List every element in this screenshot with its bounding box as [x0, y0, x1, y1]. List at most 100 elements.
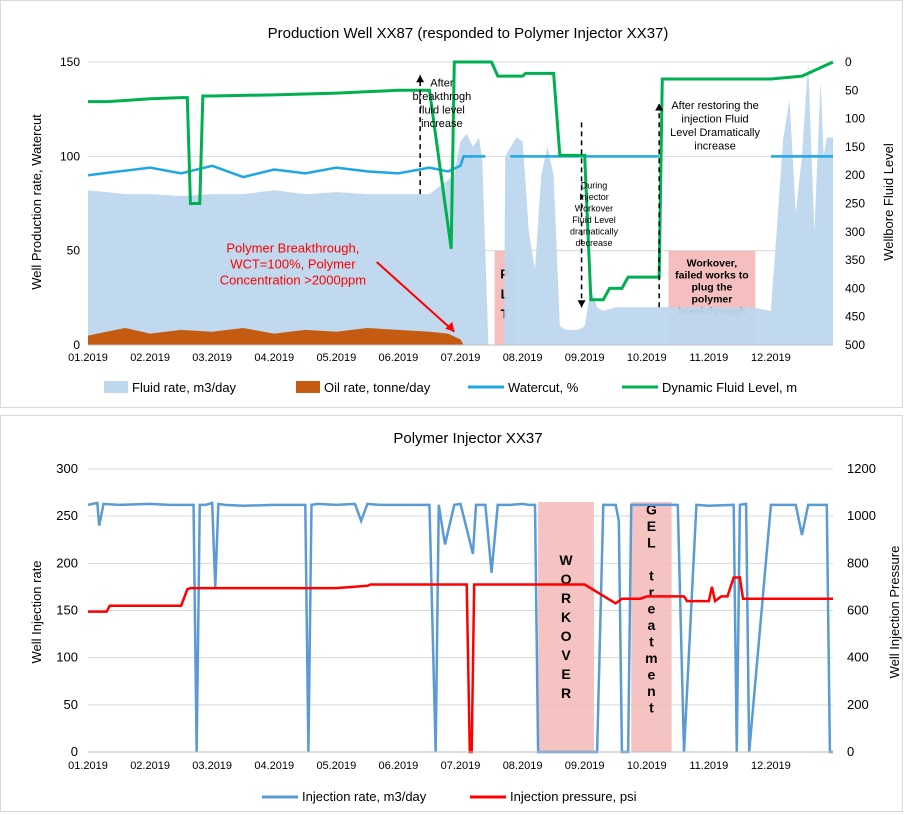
gel-treatment-region-label: G: [646, 501, 657, 517]
injector-legend: Injection rate, m3/day Injection pressure…: [262, 789, 637, 804]
workover-region-label: R: [561, 685, 571, 701]
production-y2-tick-label: 300: [845, 225, 865, 239]
injector-y2-tick-label: 400: [847, 650, 869, 665]
workover-region-label: E: [561, 666, 570, 682]
dynamic-fluid-level-line: [88, 60, 834, 302]
injector-x-tick-label: 06.2019: [379, 760, 419, 772]
injector-series: [87, 501, 833, 754]
production-y2-tick-label: 500: [845, 338, 865, 352]
restore-annotation: injection Fluid: [681, 114, 748, 126]
production-x-tick-label: 11.2019: [689, 352, 728, 364]
injector-y2-tick-label: 600: [847, 603, 869, 618]
injector-x-tick-label: 10.2019: [627, 760, 667, 772]
production-legend-label: Fluid rate, m3/day: [132, 380, 237, 395]
injector-y2-tick-label: 200: [847, 697, 869, 712]
production-x-tick-label: 07.2019: [441, 352, 481, 364]
injector-shaded-region: [631, 502, 672, 752]
gel-treatment-region-label: t: [649, 567, 654, 583]
workover-decrease-annotation: Fluid Level: [572, 215, 616, 225]
production-y-tick-label: 50: [67, 244, 81, 258]
production-x-tick-label: 05.2019: [316, 352, 356, 364]
polymer-breakthrough-annotation: Concentration >2000ppm: [220, 273, 366, 288]
oil-rate-area: [88, 328, 464, 345]
injector-x-tick-label: 02.2019: [130, 760, 170, 772]
injector-x-tick-label: 12.2019: [751, 760, 791, 772]
workover-decrease-annotation: Workover: [575, 203, 613, 213]
production-x-tick-label: 01.2019: [68, 352, 108, 364]
production-series: [87, 60, 834, 345]
injector-y2-tick-label: 800: [847, 555, 869, 570]
production-y2-tick-label: 150: [845, 140, 865, 154]
restore-injection-arrow-head: [655, 103, 664, 111]
gel-treatment-region-label: r: [649, 584, 655, 600]
production-legend: Fluid rate, m3/day Oil rate, tonne/day Wat…: [104, 380, 797, 395]
workover-decrease-annotation: During: [581, 180, 608, 190]
restore-annotation: Level Dramatically: [670, 127, 760, 139]
polymer-breakthrough-annotation: Polymer Breakthrough,: [226, 241, 359, 256]
injector-y2-tick-label: 1200: [847, 461, 876, 476]
injector-legend-label: Injection rate, m3/day: [302, 789, 427, 804]
injector-y-tick-label: 0: [71, 744, 78, 759]
workover-decrease-annotation: Injector: [579, 192, 609, 202]
workover-decrease-annotation: dramatically: [570, 226, 619, 236]
production-chart-title: Production Well XX87 (responded to Polym…: [268, 25, 669, 42]
injector-y2-axis-label: Well Injection Pressure: [887, 546, 902, 679]
restore-annotation: increase: [694, 141, 736, 153]
injector-y-tick-label: 300: [56, 461, 78, 476]
workover-region-label: polymer: [692, 294, 733, 306]
breakthrough-annotation: increase: [421, 118, 463, 130]
gel-treatment-region-label: e: [648, 600, 656, 616]
production-y2-tick-label: 50: [845, 83, 859, 97]
injector-y2-tick-label: 1000: [847, 508, 876, 523]
injection-pressure-line: [88, 576, 833, 754]
bottom-chart-frame: [0, 415, 903, 812]
production-y-tick-label: 150: [60, 55, 80, 69]
production-x-tick-label: 02.2019: [130, 352, 170, 364]
production-legend-label: Dynamic Fluid Level, m: [662, 380, 797, 395]
production-y2-tick-label: 0: [845, 55, 852, 69]
production-y2-tick-label: 450: [845, 310, 865, 324]
breakthrough-annotation: breakthrogh: [413, 91, 472, 103]
injector-y2-tick-label: 0: [847, 744, 854, 759]
production-y2-axis-label: Wellbore Fluid Level: [881, 143, 896, 261]
injector-chart-title: Polymer Injector XX37: [393, 430, 542, 447]
gel-treatment-region-label: a: [648, 617, 656, 633]
injector-axes: 0 50 100 150 200 250 300 0 200 400 600 800 1000 1200 0…: [56, 461, 876, 772]
production-x-tick-label: 04.2019: [254, 352, 294, 364]
injector-x-tick-label: 07.2019: [441, 760, 481, 772]
breakthrough-arrow-head: [416, 75, 425, 83]
production-legend-swatch: [296, 381, 320, 393]
gel-treatment-region-label: E: [647, 518, 656, 534]
production-y2-tick-label: 200: [845, 168, 865, 182]
workover-region-label: V: [561, 647, 571, 663]
injector-x-tick-label: 03.2019: [192, 760, 232, 772]
production-y2-tick-label: 100: [845, 112, 865, 126]
gel-treatment-region-label: n: [647, 683, 656, 699]
injector-y-tick-label: 200: [56, 555, 78, 570]
breakthrough-annotation: After: [430, 78, 454, 90]
injector-y-tick-label: 250: [56, 508, 78, 523]
fluid-rate-area: [88, 62, 833, 345]
injector-y-axis-label: Well Injection rate: [29, 560, 44, 663]
restore-annotation: After restoring the: [671, 100, 758, 112]
injector-y-tick-label: 100: [56, 650, 78, 665]
production-y2-tick-label: 350: [845, 253, 865, 267]
workover-region-label: K: [561, 609, 571, 625]
production-x-tick-label: 03.2019: [192, 352, 232, 364]
workover-region-label: W: [559, 552, 573, 568]
production-y-tick-label: 0: [73, 338, 80, 352]
workover-region-label: O: [561, 571, 572, 587]
production-legend-swatch: [104, 381, 128, 393]
injector-y-tick-label: 150: [56, 603, 78, 618]
injection-rate-line: [87, 501, 833, 754]
production-y2-tick-label: 250: [845, 197, 865, 211]
production-x-tick-label: 12.2019: [751, 352, 791, 364]
injector-x-tick-label: 08.2019: [503, 760, 543, 772]
injector-x-tick-label: 05.2019: [316, 760, 356, 772]
workover-region-label: failed works to: [675, 270, 749, 282]
